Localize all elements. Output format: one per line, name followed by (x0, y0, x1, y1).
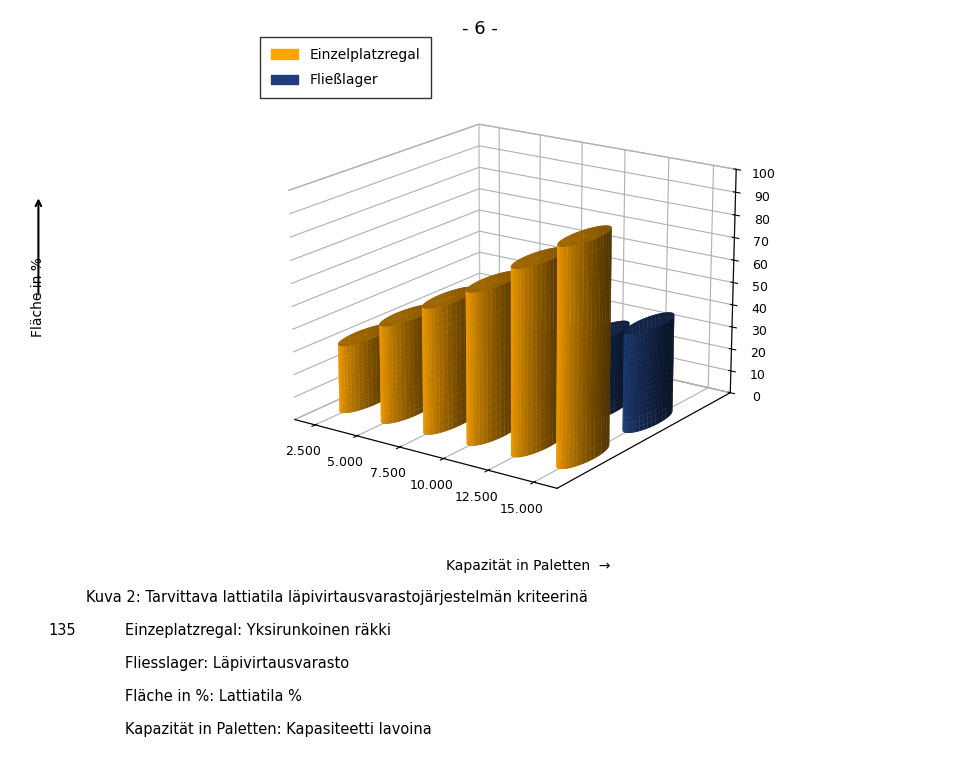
Text: - 6 -: - 6 - (462, 20, 498, 38)
Text: Kapazität in Paletten  →: Kapazität in Paletten → (445, 559, 611, 573)
Text: Fläche in %: Fläche in % (32, 257, 45, 337)
Text: Fläche in %: Lattiatila %: Fläche in %: Lattiatila % (125, 689, 301, 704)
Text: 135: 135 (48, 623, 76, 638)
Text: Fliesslager: Läpivirtausvarasto: Fliesslager: Läpivirtausvarasto (125, 656, 348, 671)
Text: Kapazität in Paletten: Kapasiteetti lavoina: Kapazität in Paletten: Kapasiteetti lavo… (125, 722, 432, 737)
Text: Kuva 2: Tarvittava lattiatila läpivirtausvarastojärjestelmän kriteerinä: Kuva 2: Tarvittava lattiatila läpivirtau… (86, 590, 588, 605)
Legend: Einzelplatzregal, Fließlager: Einzelplatzregal, Fließlager (259, 37, 431, 99)
Text: Einzeplatzregal: Yksirunkoinen räkki: Einzeplatzregal: Yksirunkoinen räkki (125, 623, 391, 638)
